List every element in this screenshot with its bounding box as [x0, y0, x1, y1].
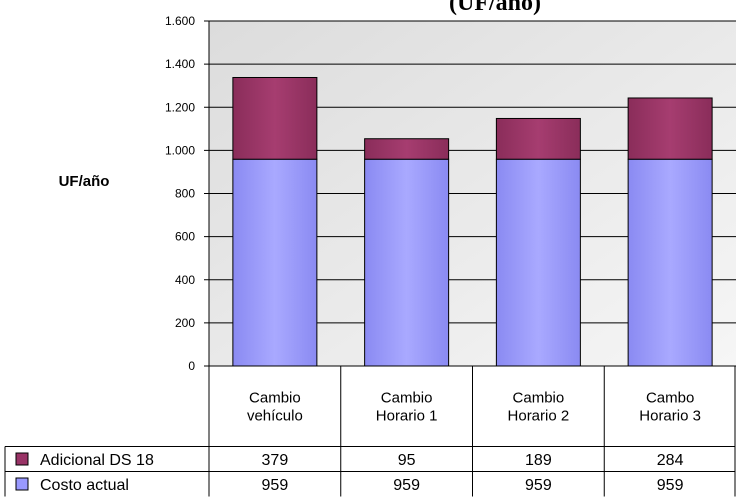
table-value: 95: [398, 452, 416, 469]
y-tick-label: 1.400: [165, 57, 195, 71]
legend-series-name: Costo actual: [40, 477, 129, 494]
y-tick-label: 1.200: [165, 100, 195, 114]
bars: [232, 76, 713, 367]
category-label: Horario 3: [639, 407, 701, 424]
table-value: 959: [657, 477, 684, 494]
data-table: Adicional DS 18 379 95 189 284 Costo actual 95…: [4, 366, 736, 497]
table-value: 284: [657, 452, 684, 469]
bar-segment: [232, 158, 318, 367]
table-value: 959: [393, 477, 420, 494]
table-value: 959: [525, 477, 552, 494]
category-label: Horario 1: [376, 407, 438, 424]
category-label: Cambio: [381, 389, 433, 406]
table-value: 379: [262, 452, 289, 469]
y-tick-label: 1.000: [165, 143, 195, 157]
bar-segment: [364, 138, 450, 160]
bar-segment: [364, 158, 450, 367]
y-tick-label: 800: [175, 187, 195, 201]
bar-segment: [495, 117, 581, 160]
bar-segment: [627, 158, 713, 367]
category-label: Cambo: [646, 389, 694, 406]
table-value: 959: [262, 477, 289, 494]
bar-segment: [627, 97, 713, 160]
y-axis-ticks: 0 200 400 600 800 1.000 1.200 1.400 1.600: [165, 14, 209, 373]
y-tick-label: 200: [175, 316, 195, 330]
bar-segment: [232, 76, 318, 160]
y-tick-label: 400: [175, 273, 195, 287]
bar-segment: [495, 158, 581, 367]
y-axis-label: UF/año: [59, 173, 110, 190]
category-label: vehículo: [247, 407, 303, 424]
y-tick-label: 600: [175, 230, 195, 244]
category-label: Cambio: [249, 389, 301, 406]
chart-title: (UF/año): [449, 0, 541, 16]
y-tick-label: 1.600: [165, 14, 195, 28]
category-label: Cambio: [513, 389, 565, 406]
legend-swatch: [15, 477, 29, 491]
legend-series-name: Adicional DS 18: [40, 452, 154, 469]
y-tick-label: 0: [188, 359, 195, 373]
legend-swatch: [15, 452, 29, 466]
category-label: Horario 2: [508, 407, 570, 424]
table-value: 189: [525, 452, 552, 469]
